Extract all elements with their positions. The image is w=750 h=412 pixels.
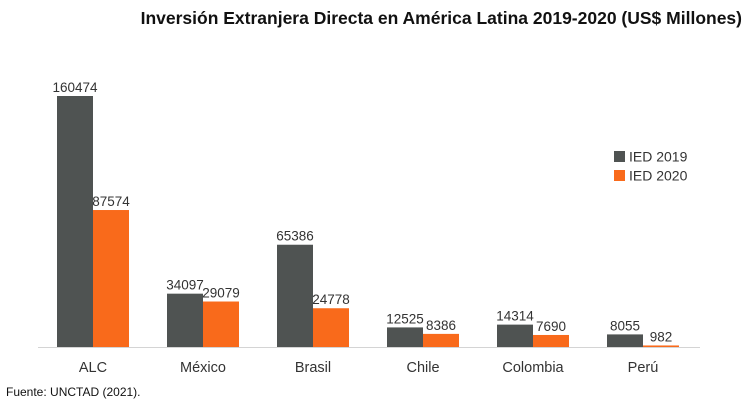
data-label: 65386 [276,229,314,244]
bar-ied-2019-4 [387,327,423,347]
bar-ied-2020-6 [643,345,679,347]
legend-swatch [614,170,625,181]
x-tick-label: Perú [628,360,659,376]
source-note: Fuente: UNCTAD (2021). [6,385,141,399]
data-label: 160474 [52,80,98,95]
bar-ied-2020-5 [533,334,569,347]
data-label: 982 [650,329,673,344]
x-tick-label: México [180,360,226,376]
x-tick-label: ALC [79,360,107,376]
bar-ied-2020-1 [93,210,129,347]
legend-swatch [614,151,625,162]
data-label: 29079 [202,286,240,301]
legend-label: IED 2020 [629,168,688,184]
x-tick-label: Chile [406,360,439,376]
x-tick-label: Colombia [502,360,564,376]
bar-ied-2019-2 [167,293,203,347]
data-label: 7690 [536,319,566,334]
bar-ied-2019-5 [497,324,533,347]
data-label: 14314 [496,309,534,324]
data-label: 87574 [92,194,130,209]
bar-ied-2019-1 [57,96,93,347]
data-label: 8055 [610,318,640,333]
data-label: 34097 [166,278,204,293]
legend-label: IED 2019 [629,149,688,165]
bar-ied-2020-2 [203,301,239,347]
bar-ied-2019-3 [277,244,313,347]
data-label: 12525 [386,311,424,326]
bar-ied-2020-3 [313,308,349,347]
data-label: 8386 [426,318,456,333]
bar-ied-2019-6 [607,334,643,347]
chart-title: Inversión Extranjera Directa en América … [140,8,742,28]
data-label: 24778 [312,292,350,307]
x-tick-label: Brasil [295,360,331,376]
bar-ied-2020-4 [423,333,459,347]
